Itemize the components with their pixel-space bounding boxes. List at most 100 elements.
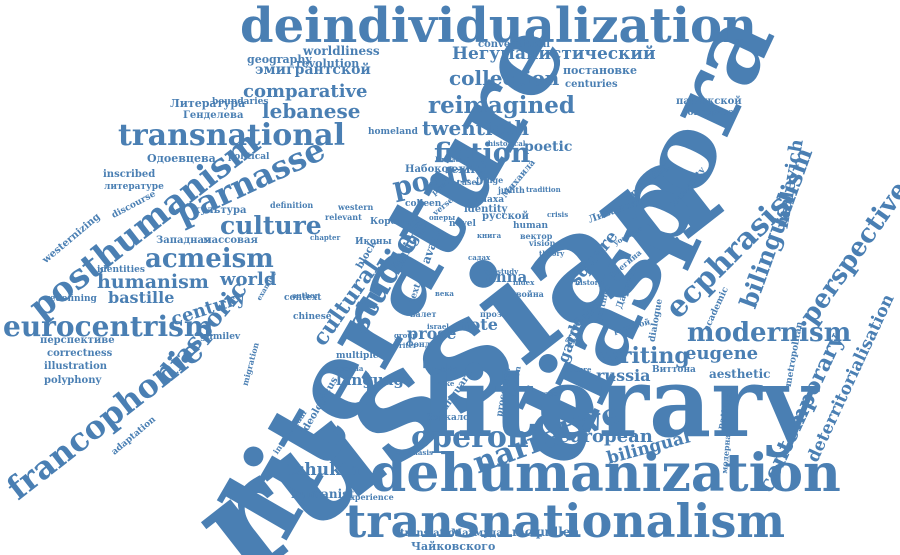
- word: translation: [400, 528, 462, 539]
- word: modernism: [687, 318, 852, 348]
- word: agenda: [335, 364, 364, 373]
- word: transnationalism: [345, 494, 786, 548]
- word: collection: [449, 66, 560, 90]
- word: постановке: [563, 64, 638, 77]
- word: centuries: [565, 79, 618, 90]
- word: crisis: [547, 210, 569, 219]
- word: author: [292, 291, 319, 300]
- word: experience: [345, 492, 394, 502]
- word: fiction: [434, 138, 531, 169]
- word: dehumanization: [370, 443, 841, 504]
- word: writing: [601, 343, 690, 369]
- word: humanist: [291, 487, 355, 501]
- word: index: [513, 278, 535, 287]
- word: Махмуда: [451, 528, 503, 539]
- word: theory: [539, 249, 565, 258]
- word: Негуманистический: [452, 44, 656, 64]
- word: western: [338, 202, 374, 212]
- word: inscribed: [103, 169, 156, 180]
- word: judith: [498, 185, 525, 195]
- word: bastille: [108, 288, 175, 307]
- word: note: [458, 315, 498, 334]
- word: tradition: [526, 185, 561, 194]
- word: chinese: [293, 312, 332, 322]
- word: migration: [239, 341, 261, 387]
- word: Король: [370, 217, 409, 227]
- word: prose: [407, 324, 457, 343]
- word: литературе: [104, 182, 164, 192]
- word: context: [284, 293, 322, 303]
- word: прозы: [480, 309, 510, 319]
- word: humanism: [97, 271, 209, 293]
- word: human: [513, 221, 548, 231]
- word: Набоков: [405, 164, 456, 175]
- word: emphasis: [396, 448, 433, 457]
- word: culture: [220, 211, 322, 240]
- word: эмигрантской: [255, 62, 371, 78]
- word: война: [516, 289, 544, 299]
- word: aesthetic: [709, 367, 771, 381]
- word: definition: [270, 200, 314, 210]
- word: tshukin: [287, 460, 360, 480]
- word: boundaries: [212, 97, 269, 107]
- word: homeland: [368, 127, 418, 137]
- word: correctness: [47, 348, 113, 359]
- word: identities: [97, 265, 145, 275]
- word: transnational: [118, 118, 345, 153]
- word: Китаец: [435, 155, 466, 164]
- word: sage: [540, 389, 558, 398]
- word: века: [435, 289, 454, 298]
- word: language: [336, 371, 414, 389]
- word: operon: [411, 420, 529, 455]
- word: comparative: [243, 81, 368, 102]
- word: Аллаха: [467, 195, 505, 205]
- word: deindividualization: [240, 0, 757, 54]
- word: Западная: [156, 235, 212, 246]
- word: массовая: [203, 235, 258, 246]
- word: vision: [529, 238, 556, 248]
- word: poetic: [524, 139, 573, 155]
- word: multiple: [336, 351, 379, 361]
- word: study: [497, 267, 519, 276]
- word: Генделева: [183, 110, 244, 121]
- word: literary: [420, 346, 818, 459]
- word: Зеркало: [426, 413, 470, 423]
- word: relevant: [325, 212, 362, 222]
- word: оперы: [429, 213, 456, 222]
- word: lebanese: [262, 99, 361, 123]
- word: парижской: [676, 96, 742, 107]
- word: книга: [477, 231, 502, 240]
- word: hybrid: [432, 365, 458, 374]
- word: русской: [482, 211, 529, 222]
- word: культура: [193, 205, 247, 216]
- word: перспективе: [40, 335, 115, 346]
- word: chapter: [310, 233, 341, 242]
- word: exile: [451, 162, 483, 176]
- word: case: [457, 177, 477, 187]
- word: вектор: [520, 231, 553, 241]
- word: reimagined: [428, 92, 575, 119]
- word: novel: [449, 219, 476, 229]
- word: history: [575, 278, 603, 287]
- word: revolution: [296, 57, 360, 70]
- word: colleen: [405, 199, 442, 209]
- word: redefining: [45, 294, 97, 304]
- word: eugene: [685, 343, 759, 364]
- word: rilke: [436, 379, 455, 388]
- word: mature: [563, 365, 592, 374]
- word: Литература: [170, 97, 246, 110]
- word: conventional: [478, 39, 551, 50]
- word: Чайковского: [411, 540, 496, 553]
- word: identity: [464, 204, 508, 215]
- word: illustration: [44, 361, 108, 372]
- word: gumilev: [200, 332, 241, 342]
- word: historical: [488, 139, 526, 148]
- word: Одоевцева: [147, 152, 216, 165]
- word: Виттона: [652, 365, 696, 375]
- word: fringe: [476, 175, 504, 185]
- word: geography: [247, 53, 312, 66]
- word: mcquillen: [512, 525, 580, 539]
- word: polyphony: [44, 375, 102, 386]
- word: field: [479, 267, 497, 276]
